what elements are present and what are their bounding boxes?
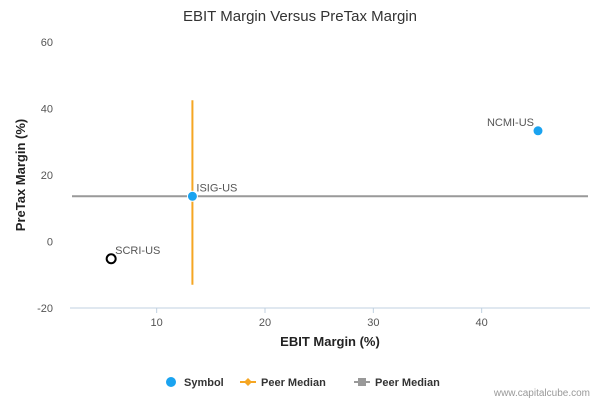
- point-label-isig-us: ISIG-US: [196, 182, 237, 194]
- data-points: NCMI-US ISIG-US SCRI-US: [105, 117, 544, 265]
- x-axis-label: EBIT Margin (%): [280, 334, 380, 349]
- point-isig-us: [186, 190, 198, 202]
- point-scri-us: [105, 253, 117, 265]
- y-tick-label-3: 40: [41, 104, 53, 116]
- point-label-ncmi-us: NCMI-US: [487, 117, 534, 129]
- y-tick-label-1: 0: [47, 237, 53, 249]
- legend-label-1: Peer Median: [261, 377, 326, 389]
- credit-text: www.capitalcube.com: [493, 388, 590, 399]
- y-tick-label-2: 20: [41, 170, 53, 182]
- x-tick-label-2: 30: [367, 317, 379, 329]
- y-tick-label-4: 60: [41, 37, 53, 49]
- point-label-scri-us: SCRI-US: [115, 245, 160, 257]
- x-tick-label-1: 20: [259, 317, 271, 329]
- x-tick-label-3: 40: [476, 317, 488, 329]
- point-ncmi-us: [532, 125, 544, 137]
- y-tick-labels: -20 0 20 40 60: [37, 37, 53, 315]
- legend-label-2: Peer Median: [375, 377, 440, 389]
- legend-label-0: Symbol: [184, 377, 224, 389]
- x-tick-labels: 10 20 30 40: [151, 317, 488, 329]
- chart-title: EBIT Margin Versus PreTax Margin: [183, 8, 417, 25]
- legend: Symbol Peer Median Peer Median: [166, 377, 440, 389]
- legend-square-icon: [358, 378, 366, 386]
- x-tick-label-0: 10: [151, 317, 163, 329]
- axes: [70, 307, 590, 313]
- y-tick-label-0: -20: [37, 303, 53, 315]
- legend-symbol-icon: [166, 377, 176, 387]
- legend-diamond-icon: [244, 378, 252, 386]
- y-axis-label: PreTax Margin (%): [13, 119, 28, 231]
